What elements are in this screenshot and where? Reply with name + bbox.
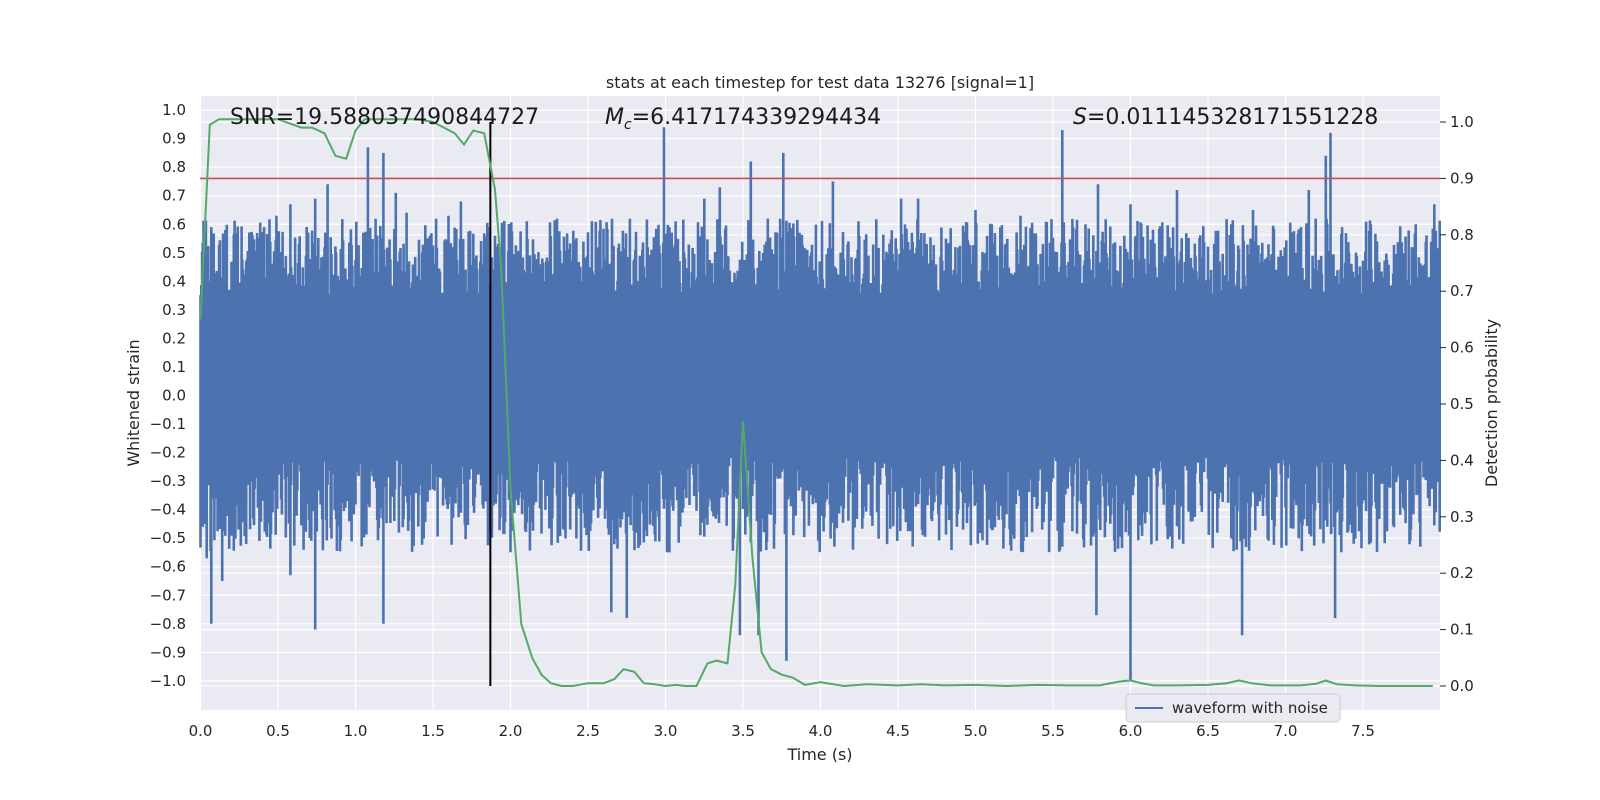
- y-left-tick-labels: 1.0 0.9 0.8 0.7 0.6 0.5 0.4 0.3 0.2 0.1 0.0 −0.1 −0.…: [150, 101, 186, 690]
- y-left-tick-label-19: −0.9: [150, 643, 186, 661]
- x-tick-label-4: 2.0: [499, 722, 523, 740]
- y-left-tick-label-15: −0.5: [150, 529, 186, 547]
- x-tick-label-8: 4.0: [809, 722, 833, 740]
- y-right-tick-label-10: 0.0: [1450, 677, 1474, 695]
- y-right-tick-label-7: 0.3: [1450, 508, 1474, 526]
- x-axis-label: Time (s): [786, 745, 852, 764]
- y-left-tick-label-16: −0.6: [150, 558, 186, 576]
- y-right-tick-label-9: 0.1: [1450, 621, 1474, 639]
- y-left-tick-label-4: 0.6: [162, 215, 186, 233]
- x-tick-label-5: 2.5: [576, 722, 600, 740]
- legend-box: [1125, 693, 1341, 723]
- x-tick-label-14: 7.0: [1274, 722, 1298, 740]
- legend: waveform with noise: [1125, 693, 1341, 723]
- y-right-tick-label-8: 0.2: [1450, 564, 1474, 582]
- y-right-tick-label-6: 0.4: [1450, 451, 1474, 469]
- y-left-tick-label-14: −0.4: [150, 501, 186, 519]
- y-left-axis-label: Whitened strain: [124, 339, 143, 466]
- snr-annotation: SNR=19.588037490844727: [230, 105, 539, 130]
- y-right-tick-label-1: 0.9: [1450, 169, 1474, 187]
- y-right-tick-labels: 1.0 0.9 0.8 0.7 0.6 0.5 0.4 0.3 0.2 0.1 0.0: [1440, 113, 1474, 695]
- x-tick-labels: 0.0 0.5 1.0 1.5 2.0 2.5 3.0 3.5 4.0 4.5 5.0 5.5 6.0 6…: [189, 722, 1375, 740]
- y-left-tick-label-8: 0.2: [162, 329, 186, 347]
- s-value: =0.011145328171551228: [1087, 105, 1378, 130]
- y-left-tick-label-20: −1.0: [150, 672, 186, 690]
- s-symbol: S: [1073, 105, 1087, 130]
- y-left-tick-label-2: 0.8: [162, 158, 186, 176]
- x-tick-label-2: 1.0: [344, 722, 368, 740]
- y-left-tick-label-3: 0.7: [162, 187, 186, 205]
- y-left-tick-label-6: 0.4: [162, 272, 186, 290]
- y-right-tick-label-3: 0.7: [1450, 282, 1474, 300]
- detection-probability-line: [199, 118, 1433, 688]
- x-tick-label-13: 6.5: [1196, 722, 1220, 740]
- x-tick-label-15: 7.5: [1351, 722, 1375, 740]
- y-left-tick-label-18: −0.8: [150, 615, 186, 633]
- y-right-axis-label: Detection probability: [1482, 319, 1501, 487]
- y-left-tick-label-13: −0.3: [150, 472, 186, 490]
- legend-label: waveform with noise: [1172, 699, 1328, 717]
- waveform-series: [199, 127, 1441, 681]
- y-right-tick-label-0: 1.0: [1450, 113, 1474, 131]
- y-left-tick-label-7: 0.3: [162, 301, 186, 319]
- chirp-mass-annotation: Mc=6.417174339294434: [605, 105, 881, 133]
- x-tick-label-11: 5.5: [1041, 722, 1065, 740]
- x-tick-label-0: 0.0: [189, 722, 213, 740]
- y-right-tick-label-4: 0.6: [1450, 339, 1474, 357]
- y-right-tick-label-5: 0.5: [1450, 395, 1474, 413]
- x-tick-label-9: 4.5: [886, 722, 910, 740]
- x-tick-label-10: 5.0: [964, 722, 988, 740]
- chirp-mass-symbol: M: [605, 105, 624, 130]
- y-left-tick-label-0: 1.0: [162, 101, 186, 119]
- chart-title: stats at each timestep for test data 132…: [606, 73, 1034, 92]
- waveform-path: [199, 127, 1441, 681]
- y-left-tick-label-5: 0.5: [162, 244, 186, 262]
- y-left-tick-label-12: −0.2: [150, 444, 186, 462]
- y-left-tick-label-17: −0.7: [150, 586, 186, 604]
- chirp-mass-value: =6.417174339294434: [632, 105, 881, 130]
- y-right-tick-label-2: 0.8: [1450, 226, 1474, 244]
- x-tick-label-12: 6.0: [1119, 722, 1143, 740]
- y-left-tick-label-10: 0.0: [162, 387, 186, 405]
- y-left-tick-label-11: −0.1: [150, 415, 186, 433]
- x-tick-label-3: 1.5: [421, 722, 445, 740]
- x-tick-label-6: 3.0: [654, 722, 678, 740]
- x-tick-label-7: 3.5: [731, 722, 755, 740]
- chirp-mass-subscript: c: [624, 117, 632, 133]
- y-left-tick-label-1: 0.9: [162, 130, 186, 148]
- y-left-tick-label-9: 0.1: [162, 358, 186, 376]
- s-annotation: S=0.011145328171551228: [1073, 105, 1378, 130]
- x-tick-label-1: 0.5: [266, 722, 290, 740]
